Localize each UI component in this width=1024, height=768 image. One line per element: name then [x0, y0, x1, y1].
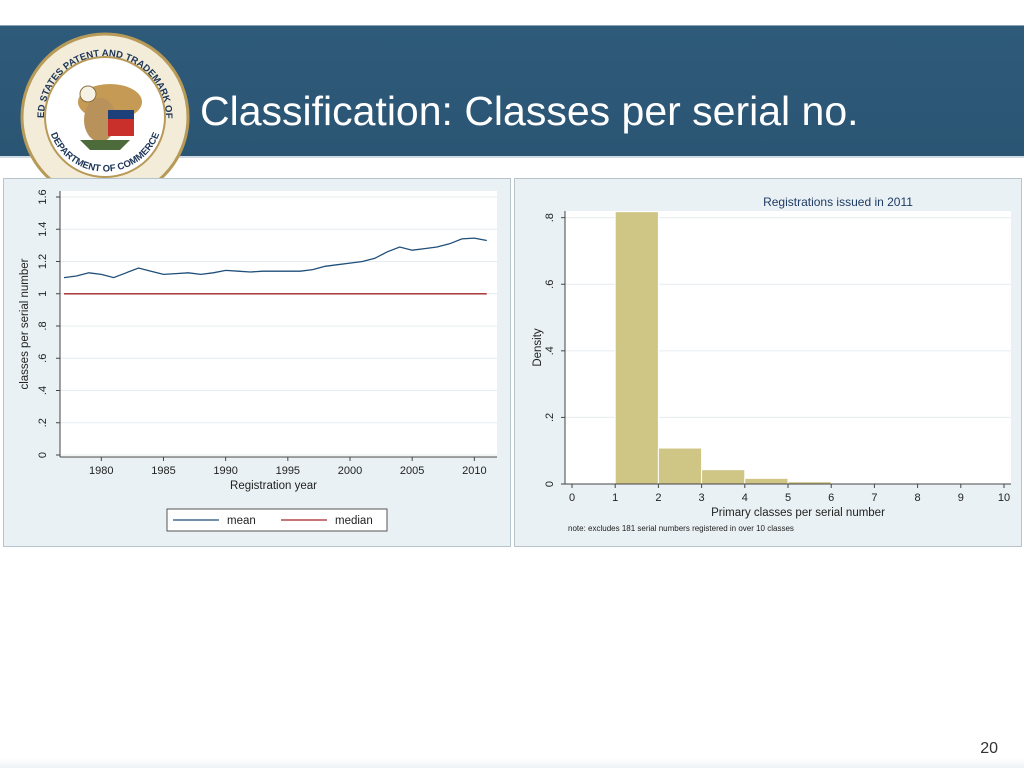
x-tick-label: 1 [612, 492, 618, 504]
x-tick-label: 1980 [89, 465, 113, 477]
density-histogram: Registrations issued in 2011 0 .2 .4 .6 .8 0 1 2… [532, 195, 1011, 533]
mean-chart-panel: 0 .2 .4 .6 .8 1 1.2 1.4 1.6 1980 1985 1990 1995 2000 2… [3, 178, 511, 547]
x-tick-label: 1995 [276, 465, 300, 477]
y-tick-label: .8 [544, 213, 556, 222]
histogram-bar [744, 477, 789, 485]
series-line-mean [63, 237, 487, 279]
legend-label-mean: mean [227, 515, 256, 527]
y-tick-label: .6 [37, 354, 49, 363]
y-tick-label: .8 [37, 321, 49, 330]
x-tick-label: 9 [958, 492, 964, 504]
histogram-bar [657, 447, 703, 485]
x-tick-label: 3 [699, 492, 705, 504]
x-tick-label: 1985 [151, 465, 175, 477]
x-tick-label: 10 [998, 492, 1010, 504]
x-tick-label: 2010 [462, 465, 486, 477]
x-tick-label: 0 [569, 492, 575, 504]
y-tick-label: 1.4 [37, 222, 49, 237]
y-tick-label: 0 [544, 481, 556, 487]
y-tick-label: .4 [544, 346, 556, 355]
uspto-seal-icon: UNITED STATES PATENT AND TRADEMARK OFFIC… [20, 32, 190, 202]
x-tick-label: 2000 [338, 465, 362, 477]
x-tick-label: 2 [655, 492, 661, 504]
title-bar: UNITED STATES PATENT AND TRADEMARK OFFIC… [0, 25, 1024, 202]
plot-area [60, 191, 497, 457]
y-tick-label: .2 [37, 418, 49, 427]
legend-label-median: median [335, 515, 373, 527]
y-axis-label: classes per serial number [19, 258, 31, 389]
histogram-bar [701, 469, 746, 485]
x-tick-label: 1990 [213, 465, 237, 477]
chart-title: Registrations issued in 2011 [763, 195, 913, 209]
y-tick-label: .2 [544, 413, 556, 422]
legend-box [166, 508, 388, 532]
y-tick-label: .4 [37, 386, 49, 395]
x-tick-label: 7 [871, 492, 877, 504]
x-tick-label: 4 [742, 492, 748, 504]
x-tick-label: 8 [915, 492, 921, 504]
y-tick-label: 0 [37, 452, 49, 458]
slide-title: Classification: Classes per serial no. [200, 88, 859, 134]
y-axis-label: Density [532, 328, 544, 367]
x-tick-label: 6 [828, 492, 834, 504]
x-tick-label: 5 [785, 492, 791, 504]
chart-note: note: excludes 181 serial numbers regist… [568, 524, 794, 533]
mean-classes-chart: 0 .2 .4 .6 .8 1 1.2 1.4 1.6 1980 1985 1990 1995 2000 2… [19, 189, 497, 532]
histogram-bar [614, 211, 659, 485]
footer-bar [0, 758, 1024, 768]
x-tick-label: 2005 [400, 465, 424, 477]
y-tick-label: 1.6 [37, 189, 49, 204]
page-number: 20 [980, 740, 998, 757]
x-axis-label: Registration year [230, 480, 317, 492]
y-tick-label: 1 [37, 291, 49, 297]
y-tick-label: 1.2 [37, 254, 49, 269]
histogram-panel: Registrations issued in 2011 0 .2 .4 .6 .8 0 1 2… [514, 178, 1022, 547]
x-axis-label: Primary classes per serial number [711, 507, 885, 519]
y-tick-label: .6 [544, 280, 556, 289]
